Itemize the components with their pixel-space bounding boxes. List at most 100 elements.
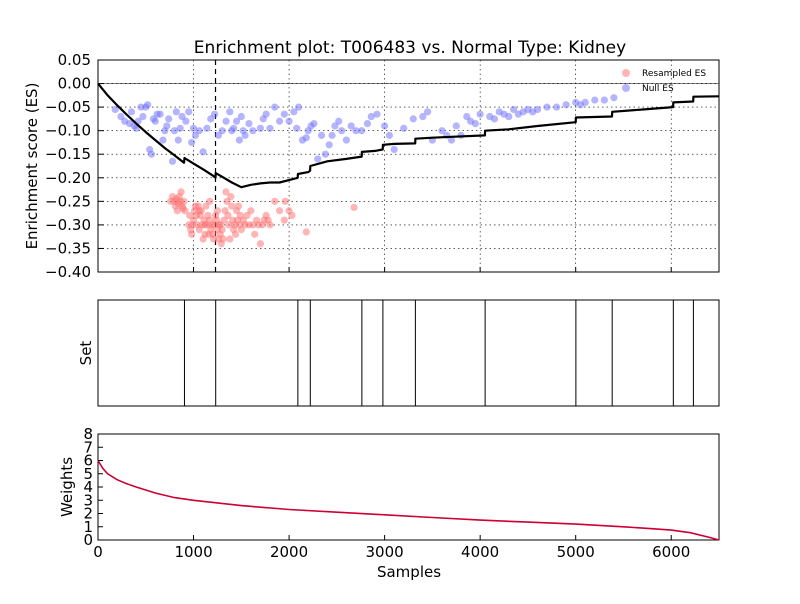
resampled-es-point (234, 202, 243, 210)
null-es-point (266, 124, 274, 132)
null-es-point (335, 117, 343, 125)
es-ytick-label: −0.20 (45, 169, 91, 187)
weights-ytick-label: 1 (83, 518, 93, 536)
null-es-point (195, 127, 203, 135)
set-rug-lines (183, 300, 694, 406)
legend-resampled-marker (622, 69, 630, 77)
null-es-point (381, 122, 389, 130)
weights-ytick-label: 6 (83, 452, 93, 470)
set-ylabel: Set (77, 341, 95, 366)
null-es-point (400, 124, 408, 132)
es-line-group (97, 82, 720, 189)
null-es-point (210, 110, 219, 118)
weights-xtick-label: 3000 (366, 543, 404, 561)
null-es-point (271, 103, 279, 111)
weights-xtick-label: 0 (93, 543, 103, 561)
null-es-point (241, 131, 249, 139)
resampled-es-point (180, 197, 188, 205)
legend-resampled-label: Resampled ES (642, 69, 706, 79)
weights-line (97, 460, 720, 541)
resampled-es-point (251, 230, 259, 238)
weights-ytick-label: 7 (83, 438, 93, 456)
legend-null-label: Null ES (642, 84, 674, 94)
null-es-point (245, 120, 253, 128)
resampled-es-point (226, 235, 234, 243)
set-axes-frame (97, 299, 720, 407)
null-es-points (111, 94, 618, 165)
null-es-point (147, 150, 156, 158)
null-es-point (165, 115, 173, 123)
weights-ylabel: Weights (58, 457, 76, 517)
weights-xtick-label: 2000 (270, 543, 308, 561)
null-es-point (367, 112, 375, 121)
resampled-es-point (280, 216, 288, 224)
null-es-point (199, 148, 207, 156)
legend-null-marker (622, 84, 630, 92)
null-es-point (285, 117, 293, 125)
weights-ytick-label: 3 (83, 491, 93, 509)
null-es-point (490, 115, 499, 123)
null-es-point (390, 145, 398, 154)
null-es-point (358, 127, 366, 135)
es-legend: Resampled ES Null ES (622, 69, 706, 94)
weights-ytick-label: 8 (83, 425, 93, 443)
resampled-es-point (219, 235, 227, 243)
null-es-point (295, 103, 303, 111)
null-es-point (163, 122, 171, 130)
null-es-point (438, 127, 446, 135)
null-es-point (127, 108, 136, 116)
es-yticks: 0.05 0.00 −0.05 −0.10 −0.15 −0.20 −0.25 −0.30 −0… (45, 51, 672, 281)
resampled-es-point (288, 211, 296, 220)
weights-xtick-label: 6000 (652, 543, 690, 561)
resampled-es-point (173, 207, 181, 215)
weights-ytick-label: 5 (83, 465, 93, 483)
null-es-point (170, 127, 179, 135)
resampled-es-point (350, 203, 358, 212)
es-ytick-label: 0.05 (58, 51, 91, 69)
resampled-es-point (222, 188, 230, 196)
resampled-es-point (302, 228, 310, 236)
figure-title: Enrichment plot: T006483 vs. Normal Type… (194, 38, 626, 58)
weights-xticks: 0 1000 2000 3000 4000 5000 6000 (93, 535, 690, 561)
null-es-point (543, 103, 551, 111)
resampled-es-point (224, 211, 232, 220)
null-es-point (275, 117, 284, 125)
es-ytick-label: −0.40 (45, 263, 91, 281)
null-es-point (293, 124, 301, 132)
resampled-es-point (167, 197, 175, 205)
null-es-point (409, 115, 417, 123)
resampled-es-point (206, 197, 214, 205)
null-es-point (419, 112, 427, 121)
null-es-point (476, 110, 484, 118)
resampled-es-point (228, 202, 236, 210)
set-panel: Set (77, 299, 720, 407)
null-es-point (176, 124, 184, 132)
weights-ytick-label: 0 (83, 531, 93, 549)
resampled-es-point (247, 207, 255, 215)
resampled-es-point (231, 230, 240, 238)
es-panel: 0.05 0.00 −0.05 −0.10 −0.15 −0.20 −0.25 −0.30 −0… (23, 51, 720, 281)
null-es-point (452, 122, 460, 130)
null-es-point (302, 134, 310, 142)
null-es-point (533, 105, 542, 114)
es-ytick-label: −0.05 (45, 98, 91, 116)
es-ytick-label: −0.30 (45, 216, 91, 234)
null-es-point (352, 127, 360, 135)
null-es-point (310, 120, 318, 128)
null-es-point (168, 157, 177, 165)
weights-xlabel: Samples (377, 563, 441, 581)
null-es-point (237, 112, 245, 121)
null-es-point (156, 110, 164, 118)
resampled-es-point (201, 221, 209, 229)
resampled-es-point (213, 207, 222, 215)
resampled-es-point (227, 193, 235, 201)
weights-xtick-label: 5000 (557, 543, 595, 561)
null-es-point (290, 108, 298, 116)
resampled-es-point (266, 221, 274, 229)
null-es-point (600, 96, 608, 104)
null-es-point (505, 112, 513, 121)
null-es-point (226, 108, 234, 116)
es-ytick-label: 0.00 (58, 75, 91, 93)
resampled-es-point (275, 207, 284, 215)
